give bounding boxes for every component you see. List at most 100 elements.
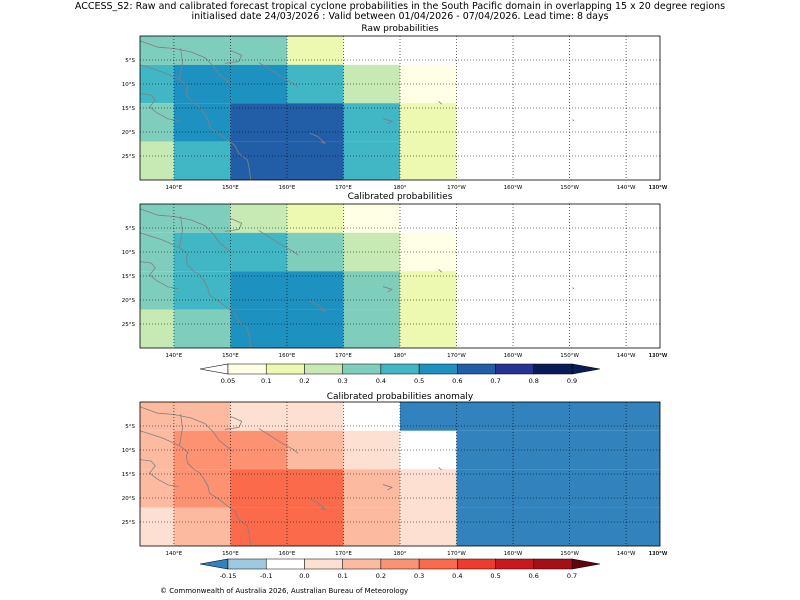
colorbar-tick-label-7: 0.7: [490, 377, 500, 385]
probability-cell-6: [286, 232, 344, 272]
coastline-7: [382, 484, 393, 491]
x-tick-label-8: 140°W: [617, 185, 636, 191]
colorbar-segment-6: [457, 363, 496, 375]
colorbar-tick-label-7: 0.5: [490, 572, 500, 580]
map-panel-2: 140°E 150°E 160°E 170°E 180° 170°W 160°W 150°W 1…: [122, 401, 668, 557]
y-tick-label-2: 15°S: [122, 106, 136, 112]
coastline-5: [258, 62, 299, 88]
x-tick-label-2: 160°E: [279, 551, 296, 557]
colorbar-segment-8: [533, 558, 573, 570]
colorbar-segment-5: [418, 363, 458, 375]
x-tick-label-1: 150°E: [222, 353, 239, 359]
probability-cell-14: [140, 309, 174, 348]
coastline-0: [139, 406, 233, 452]
probability-cell-2: [286, 36, 344, 65]
probability-cell-2: [286, 204, 344, 233]
coastline-7: [382, 118, 393, 125]
coastline-9: [572, 119, 575, 122]
y-tick-label-4: 25°S: [122, 520, 136, 526]
x-tick-label-5: 170°W: [447, 185, 466, 191]
colorbar-segment-1: [265, 363, 305, 375]
colorbar-segment-4: [380, 363, 420, 375]
probability-cell-5: [140, 430, 174, 470]
coastline-3: [179, 215, 183, 248]
x-tick-label-1: 150°E: [222, 185, 239, 191]
colorbar-segment-3: [342, 558, 382, 570]
probability-cell-3: [343, 204, 400, 233]
colorbar-segment-5: [418, 558, 458, 570]
colorbar-tick-label-1: -0.1: [260, 572, 273, 580]
coastline-9: [572, 287, 575, 290]
probability-cell-2: [286, 402, 344, 431]
x-tick-label-2: 160°E: [279, 353, 296, 359]
colorbar-tick-label-4: 0.2: [376, 572, 386, 580]
probability-cell-8: [140, 103, 174, 142]
y-tick-label-3: 20°S: [122, 496, 136, 502]
probability-cell-3: [140, 64, 174, 104]
x-tick-label-0: 140°E: [166, 551, 183, 557]
coastline-6: [309, 498, 326, 510]
x-tick-label-0: 140°E: [166, 353, 183, 359]
probability-cell-20: [343, 507, 400, 546]
coastline-8: [438, 268, 443, 273]
chart-title-line-1: ACCESS_S2: Raw and calibrated forecast t…: [74, 1, 726, 12]
x-tick-label-3: 170°E: [335, 551, 352, 557]
colorbar-segment-7: [495, 363, 535, 375]
x-tick-label-4: 180°: [393, 353, 406, 359]
x-tick-label-10: 120°W: [649, 353, 668, 359]
probability-cell-3: [343, 402, 400, 431]
probability-cell-7: [286, 430, 344, 470]
y-tick-label-3: 20°S: [122, 130, 136, 136]
colorbar-tick-label-8: 0.6: [529, 572, 539, 580]
coastline-6: [309, 300, 326, 312]
x-tick-label-6: 160°W: [504, 353, 523, 359]
y-tick-label-2: 15°S: [122, 472, 136, 478]
probability-cell-18: [400, 309, 457, 348]
y-tick-label-4: 25°S: [122, 322, 136, 328]
colorbar-tick-label-6: 0.6: [452, 377, 462, 385]
coastline-4: [224, 218, 243, 232]
x-tick-label-8: 140°W: [617, 353, 636, 359]
x-tick-label-8: 140°W: [617, 551, 636, 557]
coastline-6: [309, 132, 326, 144]
probability-cell-22: [456, 507, 660, 546]
colorbar-tick-label-9: 0.9: [567, 377, 577, 385]
probability-cell-5: [286, 64, 344, 104]
colorbar-segment-3: [342, 363, 382, 375]
x-tick-label-7: 150°W: [560, 353, 579, 359]
probability-colorbar: 0.05 0.1 0.2 0.3 0.4 0.5 0.6 0.7 0.8 0.9: [199, 363, 601, 385]
y-tick-label-0: 5°S: [125, 226, 135, 232]
x-tick-label-0: 140°E: [166, 185, 183, 191]
colorbar-segment-1: [265, 558, 305, 570]
copyright-footer: © Commonwealth of Australia 2026, Austra…: [160, 587, 409, 595]
map-panel-0: 140°E 150°E 160°E 170°E 180° 170°W 160°W 150°W 1…: [122, 35, 668, 191]
x-tick-label-10: 120°W: [649, 551, 668, 557]
map-panel-1: 140°E 150°E 160°E 170°E 180° 170°W 160°W 150°W 1…: [122, 203, 668, 359]
colorbar-segment-0: [227, 558, 267, 570]
probability-cell-17: [140, 507, 174, 546]
x-tick-label-7: 150°W: [560, 551, 579, 557]
coastline-2: [139, 261, 179, 289]
colorbar-segment-2: [304, 363, 343, 375]
colorbar-tick-label-6: 0.4: [452, 572, 462, 580]
coastline-2: [139, 459, 179, 487]
anomaly-colorbar: -0.15 -0.1 0.0 0.1 0.2 0.3 0.4 0.5 0.6 0.7: [199, 558, 601, 580]
probability-cell-4: [140, 232, 174, 272]
map-frame: [139, 203, 661, 349]
colorbar-tick-label-5: 0.3: [414, 572, 424, 580]
colorbar-tick-label-3: 0.3: [337, 377, 347, 385]
coastline-1: [139, 430, 252, 547]
x-tick-label-4: 180°: [393, 551, 406, 557]
probability-cell-13: [140, 141, 174, 180]
coastline-0: [139, 208, 233, 254]
probability-cell-9: [140, 271, 174, 310]
y-tick-label-4: 25°S: [122, 154, 136, 160]
colorbar-segment-6: [457, 558, 496, 570]
panel-title-raw: Raw probabilities: [361, 24, 439, 34]
probability-cell-12: [343, 271, 400, 310]
x-tick-label-10: 120°W: [649, 185, 668, 191]
coastline-5: [258, 230, 299, 256]
colorbar-tick-label-3: 0.1: [337, 572, 347, 580]
coastline-8: [438, 466, 443, 471]
